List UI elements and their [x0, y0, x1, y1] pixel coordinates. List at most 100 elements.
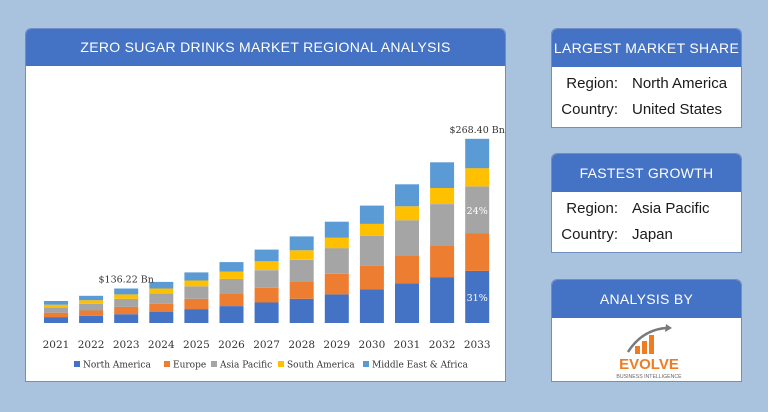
bar-segment	[395, 220, 419, 256]
country-key: Country:	[561, 226, 618, 243]
bar-segment	[254, 287, 279, 303]
bar-segment	[254, 249, 279, 262]
chart-title: ZERO SUGAR DRINKS MARKET REGIONAL ANALYS…	[26, 29, 505, 66]
bar-segment	[79, 310, 104, 316]
x-tick-label: 2032	[429, 339, 456, 351]
bar-segment	[324, 273, 349, 295]
data-label: 31%	[467, 293, 488, 304]
data-label: 24%	[467, 206, 488, 217]
total-label: $136.22 Bn	[98, 275, 153, 286]
x-tick-label: 2021	[43, 339, 70, 351]
bar-segment	[465, 168, 490, 187]
region-value: North America	[632, 75, 728, 92]
bar-segment	[149, 288, 174, 294]
bar-segment	[324, 248, 349, 274]
legend-label: Europe	[173, 361, 206, 371]
x-tick-label: 2027	[253, 339, 280, 351]
region-value: Asia Pacific	[632, 200, 710, 217]
bar-segment	[359, 289, 384, 323]
bar-segment	[44, 317, 68, 323]
bar-segment	[430, 277, 455, 323]
bar-segment	[359, 205, 384, 224]
logo-mark-icon	[626, 324, 672, 354]
bar-segment	[44, 301, 68, 305]
x-tick-label: 2031	[394, 339, 421, 351]
bar-segment	[114, 298, 139, 307]
bar-segment	[114, 294, 139, 299]
bar-segment	[184, 286, 209, 299]
bar-segment	[219, 306, 244, 323]
x-tick-label: 2025	[183, 339, 210, 351]
fastest-country-row: Country: Japan	[552, 222, 741, 248]
largest-country-row: Country: United States	[552, 97, 741, 123]
bar-segment	[79, 303, 104, 311]
x-tick-label: 2023	[113, 339, 140, 351]
bar-segment	[289, 259, 314, 282]
legend-swatch	[363, 361, 369, 367]
bar-segment	[149, 281, 174, 289]
logo-tagline: BUSINESS INTELLIGENCE	[616, 374, 682, 380]
evolve-logo: EVOLVE BUSINESS INTELLIGENCE	[616, 324, 682, 380]
bar-segment	[114, 306, 139, 315]
bar-segment	[219, 271, 244, 279]
x-tick-label: 2026	[218, 339, 245, 351]
bar-segment	[184, 309, 209, 323]
country-value: Japan	[632, 226, 673, 243]
bar-segment	[395, 206, 419, 221]
x-tick-label: 2030	[359, 339, 386, 351]
bar-segment	[324, 294, 349, 323]
bar-segment	[395, 184, 419, 207]
bar-segment	[184, 298, 209, 310]
country-value: United States	[632, 101, 723, 118]
largest-market-share-card: LARGEST MARKET SHARE Region: North Ameri…	[551, 28, 742, 128]
legend-label: Asia Pacific	[219, 361, 272, 371]
x-tick-label: 2033	[464, 339, 491, 351]
x-tick-label: 2028	[288, 339, 315, 351]
logo-wordmark: EVOLVE	[619, 356, 679, 373]
bar-segment	[44, 312, 68, 318]
bar-segment	[149, 293, 174, 304]
x-tick-label: 2029	[323, 339, 350, 351]
bar-segment	[219, 262, 244, 272]
bar-segment	[79, 315, 104, 323]
bar-segment	[114, 314, 139, 323]
legend-swatch	[211, 361, 217, 367]
analysis-by-card: ANALYSIS BY EVOLVE BUSINESS INTELLIGENCE	[551, 279, 742, 382]
stacked-bar-chart: 2021 2022 2023 2024 2025 2026 2027 2028 2029 2030…	[43, 125, 505, 371]
bar-segment	[219, 279, 244, 294]
legend-swatch	[278, 361, 284, 367]
bar-segment	[430, 245, 455, 278]
bar-segment	[289, 236, 314, 251]
bar-segment	[465, 186, 490, 234]
x-tick-label: 2022	[78, 339, 105, 351]
bar-segment	[465, 270, 490, 323]
bar-segment	[254, 261, 279, 271]
chart-panel: ZERO SUGAR DRINKS MARKET REGIONAL ANALYS…	[25, 28, 506, 382]
bar-segment	[254, 302, 279, 323]
bar-segment	[219, 293, 244, 307]
bar-segment	[44, 304, 68, 308]
bar-segment	[324, 237, 349, 249]
largest-market-share-title: LARGEST MARKET SHARE	[552, 29, 741, 67]
bar-segment	[79, 295, 104, 301]
bar-segment	[254, 270, 279, 288]
bar-segment	[465, 138, 490, 169]
bar-segment	[430, 187, 455, 204]
country-key: Country:	[561, 101, 618, 118]
legend-swatch	[164, 361, 170, 367]
legend-label: Middle East & Africa	[372, 361, 468, 371]
total-label: $268.40 Bn	[449, 125, 504, 136]
legend-swatch	[74, 361, 80, 367]
bar-segment	[465, 233, 490, 271]
bar-segment	[289, 250, 314, 260]
x-tick-label: 2024	[148, 339, 175, 351]
bar-segment	[430, 204, 455, 246]
bar-segment	[289, 298, 314, 323]
bar-segment	[395, 255, 419, 284]
bar-segment	[359, 265, 384, 290]
bar-segment	[359, 235, 384, 266]
fastest-growth-title: FASTEST GROWTH	[552, 154, 741, 192]
bar-segment	[149, 303, 174, 312]
largest-region-row: Region: North America	[552, 71, 741, 97]
bar-segment	[149, 312, 174, 323]
